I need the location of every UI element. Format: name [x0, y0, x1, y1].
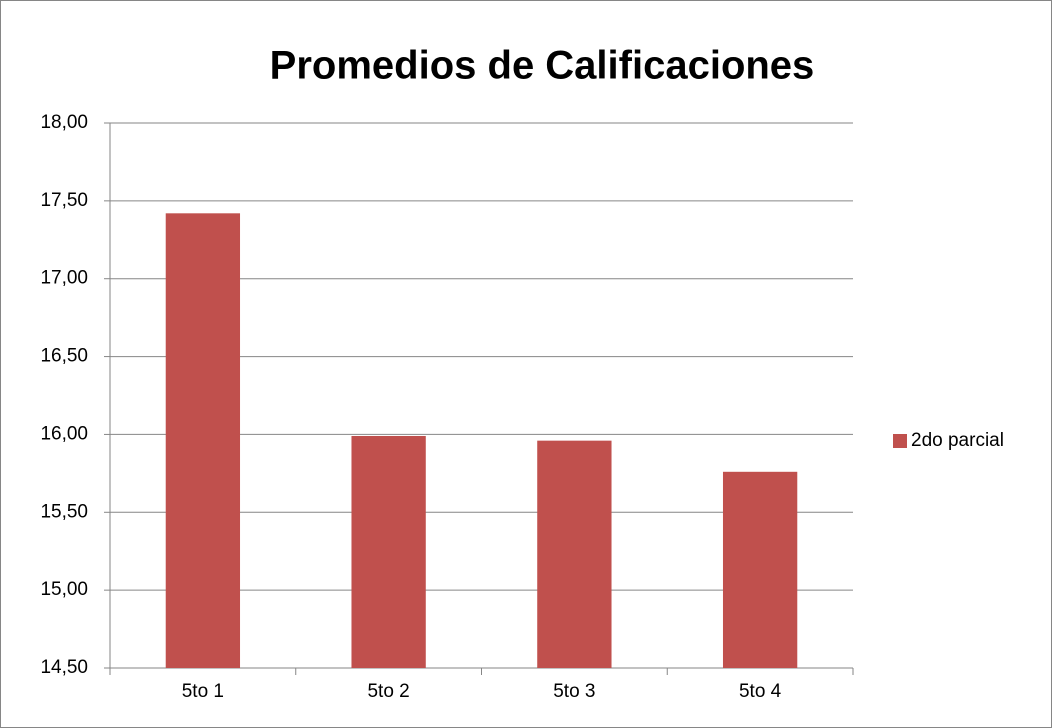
x-tick-label: 5to 3 [553, 681, 595, 702]
bar [537, 440, 612, 668]
y-tick-label: 17,50 [40, 190, 88, 211]
legend-swatch [893, 434, 907, 448]
y-tick-label: 15,00 [40, 579, 88, 600]
bar [165, 213, 241, 669]
y-tick-label: 16,50 [40, 346, 88, 367]
x-tick-label: 5to 2 [367, 681, 409, 702]
legend-label: 2do parcial [911, 430, 1004, 451]
y-tick-label: 14,50 [40, 657, 88, 678]
chart-title: Promedios de Calificaciones [270, 44, 815, 88]
x-tick-label: 5to 4 [739, 681, 782, 702]
y-tick-label: 18,00 [40, 112, 88, 133]
y-tick-label: 15,50 [40, 501, 88, 522]
x-tick-label: 5to 1 [182, 681, 224, 702]
bar [351, 435, 426, 668]
y-tick-label: 16,00 [40, 423, 88, 444]
bar [722, 471, 798, 668]
y-tick-label: 17,00 [40, 268, 88, 289]
